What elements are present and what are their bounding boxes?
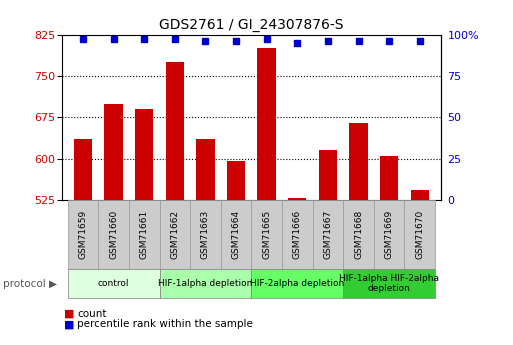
Bar <box>258 48 276 200</box>
Text: GSM71667: GSM71667 <box>323 210 332 259</box>
Text: HIF-1alpha depletion: HIF-1alpha depletion <box>159 279 252 288</box>
Text: percentile rank within the sample: percentile rank within the sample <box>77 319 253 329</box>
Bar <box>227 161 245 200</box>
Bar <box>135 109 153 200</box>
Bar <box>380 156 398 200</box>
Text: GSM71662: GSM71662 <box>170 210 180 259</box>
Text: GSM71661: GSM71661 <box>140 210 149 259</box>
Bar <box>196 139 214 200</box>
Text: GSM71664: GSM71664 <box>231 210 241 259</box>
Bar <box>288 198 306 200</box>
Text: ■: ■ <box>64 319 74 329</box>
Text: GSM71659: GSM71659 <box>78 210 88 259</box>
Bar <box>410 190 429 200</box>
Text: GSM71663: GSM71663 <box>201 210 210 259</box>
Bar <box>166 62 184 200</box>
Bar <box>349 123 368 200</box>
Text: GSM71668: GSM71668 <box>354 210 363 259</box>
Text: GSM71670: GSM71670 <box>415 210 424 259</box>
Text: count: count <box>77 309 107 319</box>
Bar <box>105 104 123 200</box>
Text: GSM71660: GSM71660 <box>109 210 118 259</box>
Bar <box>74 139 92 200</box>
Text: control: control <box>98 279 129 288</box>
Text: GSM71666: GSM71666 <box>293 210 302 259</box>
Text: HIF-1alpha HIF-2alpha
depletion: HIF-1alpha HIF-2alpha depletion <box>339 274 439 294</box>
Text: HIF-2alpha depletion: HIF-2alpha depletion <box>250 279 344 288</box>
Text: GSM71665: GSM71665 <box>262 210 271 259</box>
Title: GDS2761 / GI_24307876-S: GDS2761 / GI_24307876-S <box>159 18 344 32</box>
Text: protocol ▶: protocol ▶ <box>3 279 56 289</box>
Text: ■: ■ <box>64 309 74 319</box>
Text: GSM71669: GSM71669 <box>385 210 393 259</box>
Bar <box>319 150 337 200</box>
